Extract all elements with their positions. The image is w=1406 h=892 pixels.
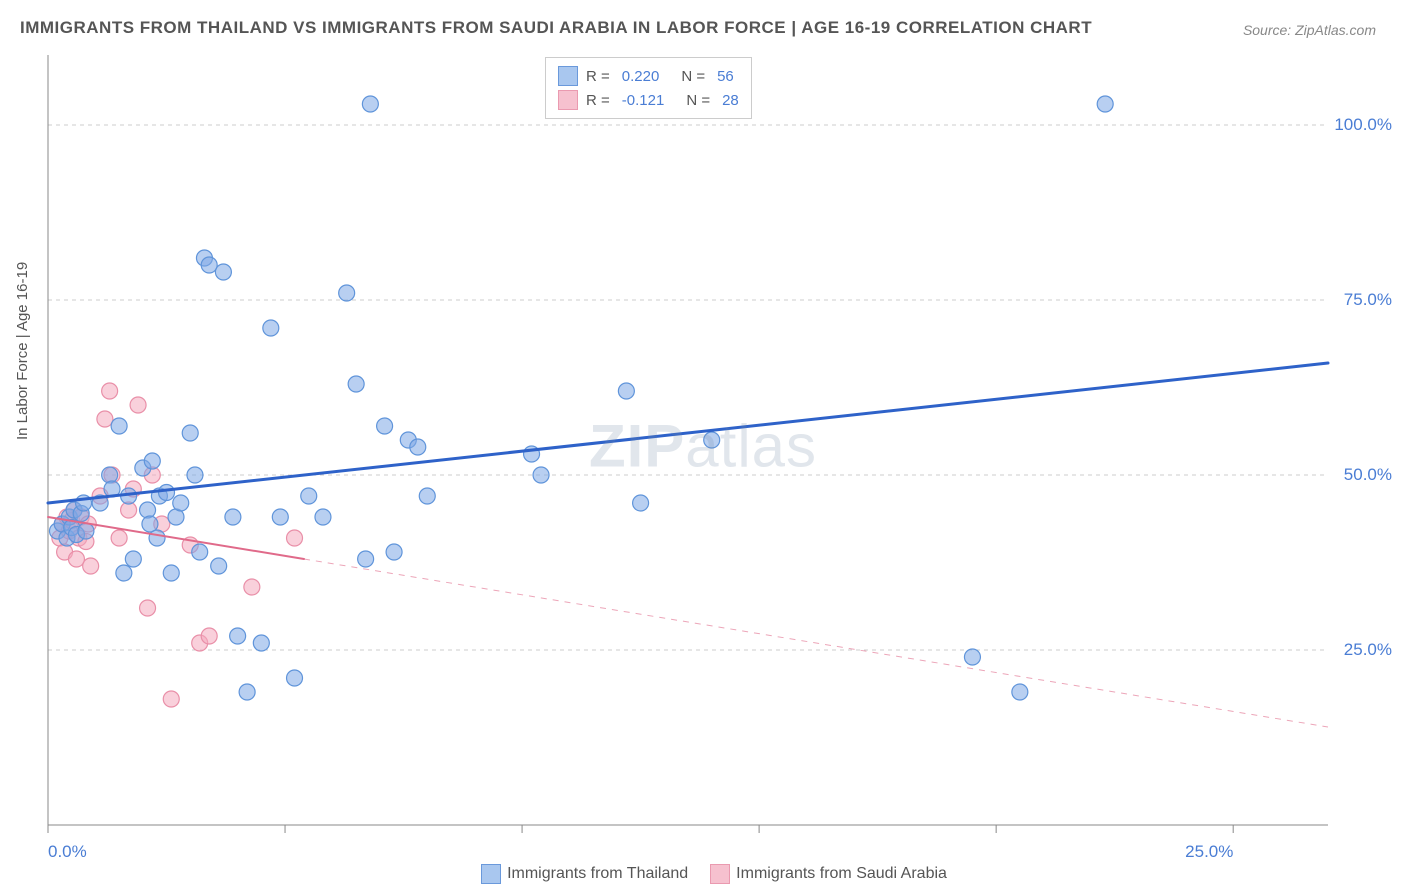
legend-swatch <box>710 864 730 884</box>
x-tick-label: 25.0% <box>1185 842 1233 862</box>
legend-r-label: R = <box>586 68 610 85</box>
legend-swatch <box>558 66 578 86</box>
legend-n-value: 56 <box>717 68 734 85</box>
y-tick-label: 75.0% <box>1344 290 1392 310</box>
legend-r-value: -0.121 <box>622 92 665 109</box>
legend-r-label: R = <box>586 92 610 109</box>
series-legend: Immigrants from Thailand Immigrants from … <box>0 864 1406 884</box>
legend-n-label: N = <box>686 92 710 109</box>
y-tick-label: 25.0% <box>1344 640 1392 660</box>
y-tick-label: 50.0% <box>1344 465 1392 485</box>
legend-r-value: 0.220 <box>622 68 660 85</box>
legend-n-value: 28 <box>722 92 739 109</box>
x-tick-label: 0.0% <box>48 842 87 862</box>
legend-series-label: Immigrants from Saudi Arabia <box>736 865 947 882</box>
legend-swatch <box>481 864 501 884</box>
legend-swatch <box>558 90 578 110</box>
correlation-legend: R = 0.220 N = 56 R = -0.121 N = 28 <box>545 57 752 119</box>
legend-n-label: N = <box>681 68 705 85</box>
scatter-chart <box>0 0 1406 892</box>
y-tick-label: 100.0% <box>1334 115 1392 135</box>
legend-series-label: Immigrants from Thailand <box>507 865 688 882</box>
